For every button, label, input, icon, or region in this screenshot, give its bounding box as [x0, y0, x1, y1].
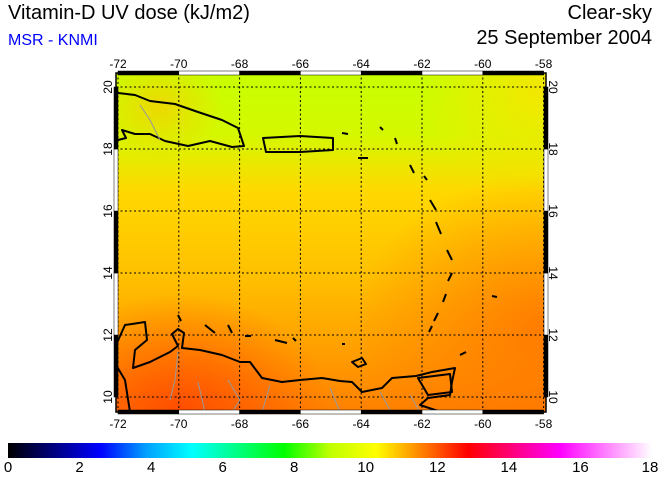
lon-scale-segment	[178, 409, 240, 415]
hispaniola-coast	[117, 92, 245, 148]
map-title: Vitamin-D UV dose (kJ/m2)	[8, 2, 250, 24]
lon-tick-label-bottom: -62	[413, 417, 431, 431]
trinidad	[417, 373, 453, 396]
leeward-antilles	[177, 314, 345, 345]
lon-tick-label-bottom: -58	[535, 417, 553, 431]
lon-tick-label-bottom: -66	[292, 417, 310, 431]
lon-scale-segment	[300, 70, 362, 76]
colorbar-label: 0	[3, 459, 13, 476]
sky-condition: Clear-sky	[567, 2, 652, 24]
lon-scale-segment	[421, 70, 484, 76]
lon-tick-label-top: -62	[413, 57, 431, 71]
lat-scale-segment	[543, 148, 549, 212]
lat-tick-label-right: 20	[546, 80, 560, 94]
lon-tick-label-top: -66	[292, 57, 310, 71]
lon-tick-label-top: -60	[474, 57, 492, 71]
lon-tick-label-top: -68	[231, 57, 249, 71]
puerto-rico-coast	[262, 135, 334, 153]
margarita-island	[351, 357, 367, 368]
lon-tick-label-bottom: -60	[474, 417, 492, 431]
uv-dose-map: -72 -72 -70 -70 -68 -68 -66 -66 -64 -64 -62 -62 -60 -…	[101, 57, 560, 431]
lon-tick-label-bottom: -64	[353, 417, 371, 431]
colorbar-label: 18	[641, 459, 659, 476]
lon-scale-segment	[482, 70, 544, 76]
map-date: 25 September 2004	[476, 27, 652, 49]
south-america-coast	[115, 321, 456, 413]
lat-tick-label-right: 14	[546, 266, 560, 280]
lon-scale-segment	[482, 409, 544, 415]
lat-tick-label-right: 10	[546, 390, 560, 404]
lon-scale-segment	[117, 70, 180, 76]
colorbar	[8, 443, 652, 458]
lat-scale-segment	[113, 148, 119, 212]
lon-scale-segment	[239, 409, 301, 415]
lon-tick-label-bottom: -70	[170, 417, 188, 431]
colorbar-label: 16	[572, 459, 589, 476]
lon-tick-label-top: -72	[109, 57, 127, 71]
lat-scale-segment	[543, 334, 549, 398]
lon-tick-label-bottom: -72	[109, 417, 127, 431]
lat-tick-label-left: 12	[101, 328, 115, 342]
map-axes: -72 -72 -70 -70 -68 -68 -66 -66 -64 -64 -62 -62 -60 -…	[101, 57, 560, 431]
colorbar-label: 14	[500, 459, 518, 476]
lon-tick-label-top: -70	[170, 57, 188, 71]
lat-scale-segment	[113, 210, 119, 274]
lat-scale-segment	[543, 272, 549, 336]
lon-tick-label-top: -58	[535, 57, 553, 71]
lon-scale-segment	[239, 70, 301, 76]
colorbar-label: 12	[428, 459, 446, 476]
lat-scale-segment	[113, 86, 119, 150]
lon-scale-segment	[300, 409, 362, 415]
lat-scale-segment	[113, 334, 119, 398]
lon-scale-segment	[178, 70, 240, 76]
lat-tick-label-left: 18	[101, 142, 115, 156]
lon-tick-label-bottom: -68	[231, 417, 249, 431]
lon-scale-segment	[360, 409, 423, 415]
lon-tick-label-top: -64	[353, 57, 371, 71]
colorbar-label: 10	[357, 459, 375, 476]
lat-tick-label-right: 12	[546, 328, 560, 342]
lon-scale-segment	[421, 409, 484, 415]
lat-tick-label-left: 14	[101, 266, 115, 280]
lat-scale-segment	[543, 210, 549, 274]
lon-scale-segment	[117, 409, 180, 415]
lat-tick-label-left: 10	[101, 390, 115, 404]
data-source: MSR - KNMI	[8, 32, 98, 49]
colorbar-label: 6	[218, 459, 227, 476]
lon-scale-segment	[360, 70, 423, 76]
lat-tick-label-left: 20	[101, 80, 115, 94]
colorbar-label: 4	[146, 459, 156, 476]
map-field	[116, 73, 546, 412]
lat-tick-label-right: 16	[546, 204, 560, 218]
lat-tick-label-left: 16	[101, 204, 115, 218]
lat-scale-segment	[113, 272, 119, 336]
coastlines	[115, 92, 498, 413]
colorbar-label: 8	[290, 459, 299, 476]
lesser-antilles	[341, 126, 498, 356]
borders	[139, 104, 421, 413]
colorbar-label: 2	[75, 459, 84, 476]
lat-scale-segment	[543, 86, 549, 150]
lat-tick-label-right: 18	[546, 142, 560, 156]
